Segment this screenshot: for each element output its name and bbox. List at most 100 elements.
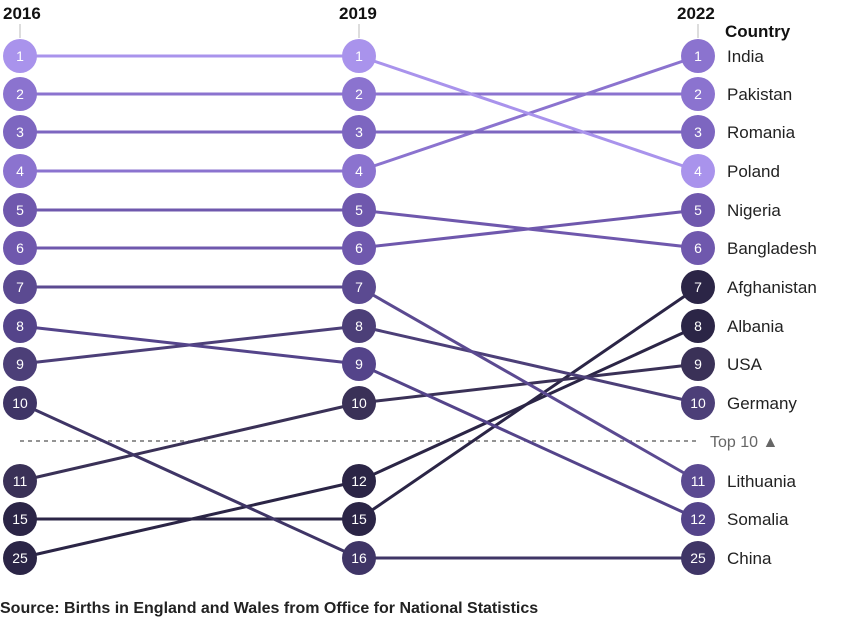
rank-node-albania-2019 [342,464,376,498]
rank-node-india-2022 [681,39,715,73]
slope-line-somalia-2019-2022 [357,362,700,521]
rank-node-poland-2022 [681,154,715,188]
rank-label-usa-2022: 9 [694,356,702,372]
slope-line-albania-2019-2022 [357,324,700,483]
rank-node-india-2019 [342,154,376,188]
rank-label-poland-2019: 1 [355,48,363,64]
country-label-usa: USA [727,355,763,374]
rank-node-pakistan-2016 [3,77,37,111]
slope-line-poland-2019-2022 [357,54,700,173]
rank-label-germany-2016: 9 [16,356,24,372]
rank-node-albania-2022 [681,309,715,343]
rank-node-bangladesh-2019 [342,193,376,227]
rank-label-usa-2019: 10 [351,395,367,411]
rank-label-albania-2022: 8 [694,318,702,334]
rank-label-india-2019: 4 [355,163,363,179]
rank-label-afghanistan-2022: 7 [694,279,702,295]
slope-line-somalia-2016-2019 [18,324,361,366]
rank-label-somalia-2016: 8 [16,318,24,334]
rank-label-lithuania-2016: 7 [16,279,24,295]
rank-node-china-2022 [681,541,715,575]
rank-node-germany-2022 [681,386,715,420]
rank-node-lithuania-2016 [3,270,37,304]
rank-label-somalia-2019: 9 [355,356,363,372]
slope-line-germany-2019-2022 [357,324,700,405]
slope-line-lithuania-2019-2022 [357,285,700,483]
rank-label-lithuania-2022: 11 [691,473,706,489]
rank-label-germany-2022: 10 [690,395,706,411]
country-label-germany: Germany [727,394,797,413]
rank-node-usa-2019 [342,386,376,420]
rank-label-germany-2019: 8 [355,318,363,334]
rank-label-romania-2022: 3 [694,124,702,140]
country-label-lithuania: Lithuania [727,472,797,491]
rank-label-lithuania-2019: 7 [355,279,363,295]
rank-node-romania-2022 [681,115,715,149]
rank-node-poland-2019 [342,39,376,73]
rank-node-usa-2022 [681,347,715,381]
rank-node-afghanistan-2016 [3,502,37,536]
rank-label-afghanistan-2019: 15 [351,511,367,527]
rank-label-bangladesh-2022: 6 [694,240,702,256]
rank-label-bangladesh-2016: 5 [16,202,24,218]
rank-node-afghanistan-2022 [681,270,715,304]
rank-node-lithuania-2022 [681,464,715,498]
rank-node-nigeria-2022 [681,193,715,227]
rank-node-poland-2016 [3,39,37,73]
top10-divider: Top 10 ▲ [20,434,778,451]
country-label-china: China [727,549,772,568]
country-label-romania: Romania [727,123,796,142]
rank-node-bangladesh-2016 [3,193,37,227]
rank-label-nigeria-2016: 6 [16,240,24,256]
year-2022-label: 2022 [677,4,715,23]
year-2019-label: 2019 [339,4,377,23]
rank-label-albania-2019: 12 [351,473,367,489]
slope-line-china-2016-2019 [18,401,361,560]
rank-label-nigeria-2022: 5 [694,202,702,218]
country-label-somalia: Somalia [727,510,789,529]
rank-label-romania-2016: 3 [16,124,24,140]
rank-node-romania-2016 [3,115,37,149]
country-label-poland: Poland [727,162,780,181]
country-label-bangladesh: Bangladesh [727,239,817,258]
country-label-india: India [727,47,764,66]
country-label-afghanistan: Afghanistan [727,278,817,297]
country-column-header: Country [725,22,791,41]
year-ticks [19,24,699,38]
slope-line-usa-2016-2019 [18,401,361,483]
rank-node-afghanistan-2019 [342,502,376,536]
rank-node-nigeria-2016 [3,231,37,265]
rank-label-pakistan-2022: 2 [694,86,702,102]
rank-label-poland-2016: 1 [16,48,24,64]
rank-label-india-2022: 1 [694,48,702,64]
rank-node-germany-2019 [342,309,376,343]
slope-line-bangladesh-2019-2022 [357,208,700,250]
rank-node-lithuania-2019 [342,270,376,304]
rank-node-india-2016 [3,154,37,188]
rank-label-china-2022: 25 [690,550,706,566]
year-2016-label: 2016 [3,4,41,23]
rank-label-nigeria-2019: 6 [355,240,363,256]
rank-node-china-2016 [3,386,37,420]
rank-label-poland-2022: 4 [694,163,702,179]
chart-headers: 2016 2019 2022 Country [3,4,791,41]
rank-node-bangladesh-2022 [681,231,715,265]
top10-label: Top 10 ▲ [710,434,778,451]
rank-label-pakistan-2016: 2 [16,86,24,102]
slope-lines [18,54,700,560]
country-labels: India Pakistan Romania Poland Nigeria Banglad… [727,47,817,568]
rank-node-nigeria-2019 [342,231,376,265]
country-label-nigeria: Nigeria [727,201,781,220]
country-label-albania: Albania [727,317,784,336]
rank-label-romania-2019: 3 [355,124,363,140]
rank-node-somalia-2016 [3,309,37,343]
rank-label-albania-2016: 25 [12,550,28,566]
rank-node-china-2019 [342,541,376,575]
rank-node-albania-2016 [3,541,37,575]
source-note: Source: Births in England and Wales from… [0,600,539,617]
rank-node-somalia-2022 [681,502,715,536]
rank-label-somalia-2022: 12 [690,511,706,527]
rank-label-afghanistan-2016: 15 [12,511,28,527]
